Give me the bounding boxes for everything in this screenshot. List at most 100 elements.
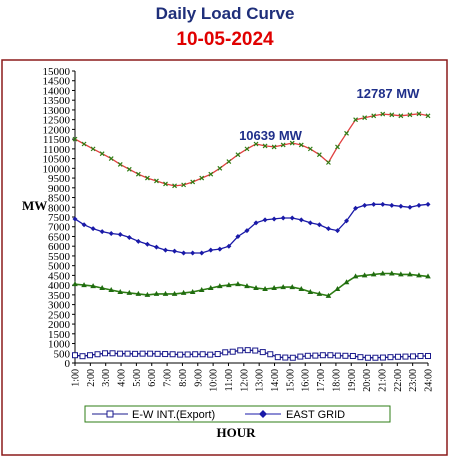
data-point	[117, 232, 123, 238]
data-point	[87, 352, 94, 359]
x-tick-label: 1:00	[71, 369, 82, 387]
data-point	[253, 220, 259, 226]
y-tick-label: 15000	[43, 66, 71, 78]
data-point	[99, 229, 105, 235]
total-series	[72, 111, 431, 189]
east-grid-series	[72, 201, 431, 256]
data-point	[388, 270, 395, 276]
data-point	[109, 350, 116, 357]
y-tick-label: 10000	[43, 163, 71, 175]
x-tick-label: 3:00	[101, 369, 112, 387]
legend: E-W INT.(Export) EAST GRID	[84, 405, 391, 423]
data-point	[108, 156, 114, 162]
data-point	[81, 222, 87, 228]
data-point	[72, 136, 78, 142]
data-point	[342, 352, 349, 359]
data-point	[289, 284, 296, 290]
data-point	[135, 290, 142, 296]
y-tick-label: 3500	[48, 290, 71, 302]
data-point	[364, 354, 371, 361]
data-point	[304, 352, 311, 359]
data-point	[316, 290, 323, 296]
data-point	[398, 203, 404, 209]
data-point	[99, 151, 105, 157]
y-tick-label: 2500	[48, 309, 71, 321]
y-tick-label: 4000	[48, 280, 71, 292]
data-point	[417, 352, 424, 359]
annotation-label: 12787 MW	[357, 86, 421, 101]
data-point	[154, 350, 161, 357]
x-tick-label: 2:00	[86, 369, 97, 387]
data-point	[326, 160, 331, 165]
x-tick-label: 10:00	[209, 369, 220, 392]
x-axis-label: HOUR	[217, 425, 257, 440]
data-point	[144, 291, 151, 297]
data-point	[252, 347, 259, 354]
data-point	[217, 165, 223, 171]
data-point	[108, 287, 115, 292]
y-tick-label: 12500	[43, 115, 71, 127]
y-tick-label: 14500	[43, 76, 71, 88]
data-point	[343, 279, 350, 285]
data-point	[108, 231, 114, 237]
data-point	[398, 271, 404, 277]
y-tick-label: 8000	[48, 202, 71, 214]
data-point	[262, 286, 268, 292]
data-point	[387, 354, 394, 361]
data-point	[190, 250, 196, 256]
data-point	[217, 246, 223, 252]
total-series-line	[74, 113, 429, 187]
data-point	[171, 290, 178, 296]
data-point	[99, 285, 105, 291]
y-tick-label: 11500	[43, 134, 71, 146]
legend-ew-label: E-W INT.(Export)	[132, 409, 215, 421]
annotation-label: 10639 MW	[239, 128, 303, 143]
data-point	[289, 140, 295, 146]
data-point	[237, 347, 244, 354]
data-point	[394, 353, 401, 360]
x-tick-label: 13:00	[255, 369, 266, 392]
data-point	[371, 113, 377, 119]
data-point	[189, 288, 196, 294]
data-point	[298, 217, 304, 223]
data-point	[172, 183, 177, 189]
data-point	[153, 290, 160, 296]
data-point	[316, 222, 322, 228]
data-point	[361, 272, 368, 278]
data-point	[271, 144, 277, 150]
data-point	[280, 284, 286, 290]
data-point	[409, 353, 416, 360]
data-point	[244, 146, 250, 152]
green-series-line	[74, 272, 429, 297]
data-point	[274, 354, 281, 361]
data-point	[72, 352, 78, 359]
data-point	[199, 351, 206, 358]
data-point	[139, 350, 146, 357]
data-point	[307, 146, 313, 152]
data-point	[312, 352, 319, 359]
data-point	[357, 354, 364, 361]
data-point	[344, 218, 350, 224]
data-point	[307, 220, 313, 226]
data-point	[280, 215, 286, 221]
x-tick-label: 8:00	[178, 369, 189, 387]
data-point	[344, 130, 349, 136]
data-point	[244, 228, 250, 234]
data-point	[244, 347, 251, 354]
data-point	[370, 271, 377, 277]
data-point	[207, 285, 214, 291]
data-point	[259, 349, 266, 356]
data-point	[349, 352, 356, 359]
chart-title: Daily Load Curve	[155, 4, 295, 23]
data-point	[181, 182, 187, 188]
data-point	[235, 152, 241, 158]
x-axis: 1:00 2:00 3:00 4:00 5:00 6:00 7:00 8:00 9:00 10:0…	[71, 362, 435, 392]
data-point	[407, 204, 413, 210]
x-tick-label: 9:00	[193, 369, 204, 387]
data-point	[162, 351, 169, 358]
data-point	[327, 352, 334, 359]
data-point	[207, 351, 214, 358]
data-point	[352, 273, 359, 279]
data-point	[316, 152, 322, 158]
